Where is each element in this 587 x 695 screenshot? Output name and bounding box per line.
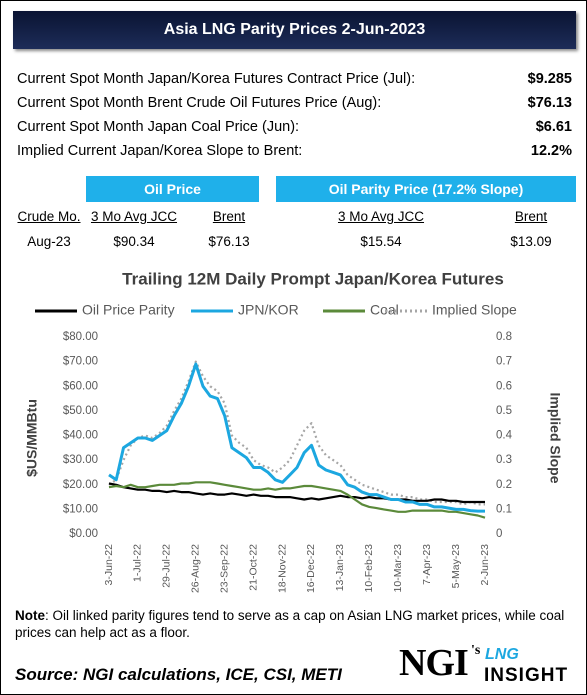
x-tick-label: 13-Jan-23 — [334, 544, 346, 591]
summary-row: Current Spot Month Japan Coal Price (Jun… — [17, 115, 572, 139]
legend-label: JPN/KOR — [238, 302, 299, 318]
y2-tick-label: 0.6 — [496, 380, 512, 392]
y2-tick-label: 0 — [496, 528, 502, 540]
y2-tick-label: 0.7 — [496, 356, 512, 368]
logo-suffix: 's — [471, 643, 481, 658]
table-cell: $90.34 — [113, 234, 155, 249]
logo-brand: NGI — [399, 642, 469, 684]
y2-tick-label: 0.3 — [496, 454, 512, 466]
y2-tick-label: 0.8 — [496, 331, 512, 343]
note: Note: Oil linked parity figures tend to … — [15, 607, 580, 641]
logo-top: LNG — [485, 646, 519, 663]
y-tick-label: $20.00 — [63, 479, 98, 491]
y2-tick-label: 0.1 — [496, 503, 512, 515]
y-tick-label: $50.00 — [63, 405, 98, 417]
legend-label: Coal — [370, 302, 399, 318]
x-tick-label: 26-Aug-22 — [190, 544, 202, 593]
summary-row: Current Spot Month Brent Crude Oil Futur… — [17, 91, 572, 115]
summary-value: $76.13 — [527, 95, 572, 111]
column-header: Brent — [212, 209, 246, 224]
group-header: Oil Price — [86, 176, 259, 202]
summary-value: $9.285 — [527, 71, 572, 87]
y-axis-label: $US/MMBtu — [24, 399, 40, 477]
x-tick-label: 3-Jun-22 — [103, 544, 115, 586]
y-tick-label: $60.00 — [63, 380, 98, 392]
summary-value: $6.61 — [535, 119, 572, 135]
series-line — [108, 360, 485, 506]
x-tick-label: 18-Nov-22 — [276, 544, 288, 593]
column-header: 3 Mo Avg JCC — [337, 209, 425, 224]
series-line — [108, 362, 485, 513]
column-header: 3 Mo Avg JCC — [90, 209, 178, 224]
x-tick-label: 21-Oct-22 — [247, 544, 259, 591]
y2-axis-label: Implied Slope — [547, 392, 563, 483]
summary-label: Current Spot Month Brent Crude Oil Futur… — [17, 95, 382, 111]
y-tick-label: $70.00 — [63, 356, 98, 368]
chart-title: Trailing 12M Daily Prompt Japan/Korea Fu… — [122, 269, 504, 288]
x-tick-label: 1-Jul-22 — [132, 544, 144, 582]
table-cell: $15.54 — [360, 234, 402, 249]
column-header: Crude Mo. — [17, 209, 81, 224]
x-tick-label: 10-Mar-23 — [392, 544, 404, 593]
header-title: Asia LNG Parity Prices 2-Jun-2023 — [13, 11, 576, 49]
y-tick-label: $80.00 — [63, 331, 98, 343]
note-text: : Oil linked parity figures tend to serv… — [15, 608, 565, 640]
x-tick-label: 5-May-23 — [450, 544, 462, 589]
series-line — [108, 482, 485, 504]
summary-row: Implied Current Japan/Korea Slope to Bre… — [17, 139, 572, 163]
y-tick-label: $10.00 — [63, 503, 98, 515]
group-header: Oil Parity Price (17.2% Slope) — [276, 176, 576, 202]
y-tick-label: $30.00 — [63, 454, 98, 466]
source: Source: NGI calculations, ICE, CSI, METI — [15, 665, 342, 684]
x-tick-label: 7-Apr-23 — [421, 544, 433, 585]
legend-label: Implied Slope — [432, 302, 517, 318]
x-tick-label: 2-Jun-23 — [479, 544, 491, 586]
summary-row: Current Spot Month Japan/Korea Futures C… — [17, 67, 572, 91]
summary-label: Current Spot Month Japan Coal Price (Jun… — [17, 119, 300, 135]
note-label: Note — [15, 608, 45, 623]
x-tick-label: 10-Feb-23 — [363, 544, 375, 593]
y2-tick-label: 0.2 — [496, 479, 512, 491]
x-tick-label: 23-Sep-22 — [218, 544, 230, 593]
x-tick-label: 29-Jul-22 — [161, 544, 173, 588]
y2-tick-label: 0.4 — [496, 430, 513, 442]
table-cell: Aug-23 — [27, 234, 71, 249]
summary-label: Implied Current Japan/Korea Slope to Bre… — [17, 143, 303, 159]
summary-label: Current Spot Month Japan/Korea Futures C… — [17, 71, 416, 87]
table-cell: $13.09 — [510, 234, 552, 249]
y-tick-label: $40.00 — [63, 430, 98, 442]
column-header: Brent — [514, 209, 548, 224]
chart: Trailing 12M Daily Prompt Japan/Korea Fu… — [24, 269, 564, 593]
x-tick-label: 16-Dec-22 — [305, 544, 317, 593]
y-tick-label: $0.00 — [69, 528, 98, 540]
summary-value: 12.2% — [530, 143, 572, 159]
y2-tick-label: 0.5 — [496, 405, 512, 417]
logo-bottom: INSIGHT — [484, 665, 569, 686]
table-cell: $76.13 — [208, 234, 250, 249]
legend-label: Oil Price Parity — [82, 302, 175, 318]
series-line — [108, 481, 486, 519]
